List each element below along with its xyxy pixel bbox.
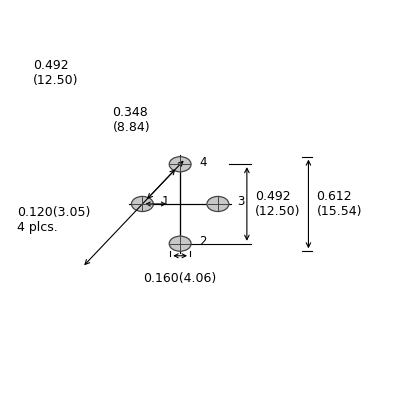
Ellipse shape: [169, 236, 191, 251]
Text: 0.492
(12.50): 0.492 (12.50): [255, 190, 300, 218]
Text: 0.492
(12.50): 0.492 (12.50): [33, 59, 79, 87]
Ellipse shape: [207, 196, 229, 212]
Text: 0.612
(15.54): 0.612 (15.54): [316, 190, 362, 218]
Ellipse shape: [169, 157, 191, 172]
Ellipse shape: [132, 196, 153, 212]
Text: 4: 4: [199, 156, 207, 169]
Text: 1: 1: [162, 196, 169, 208]
Text: 0.348
(8.84): 0.348 (8.84): [113, 106, 150, 134]
Text: 3: 3: [237, 196, 244, 208]
Text: 0.160(4.06): 0.160(4.06): [144, 272, 217, 285]
Text: 0.120(3.05)
4 plcs.: 0.120(3.05) 4 plcs.: [17, 206, 91, 234]
Text: 2: 2: [199, 235, 207, 248]
